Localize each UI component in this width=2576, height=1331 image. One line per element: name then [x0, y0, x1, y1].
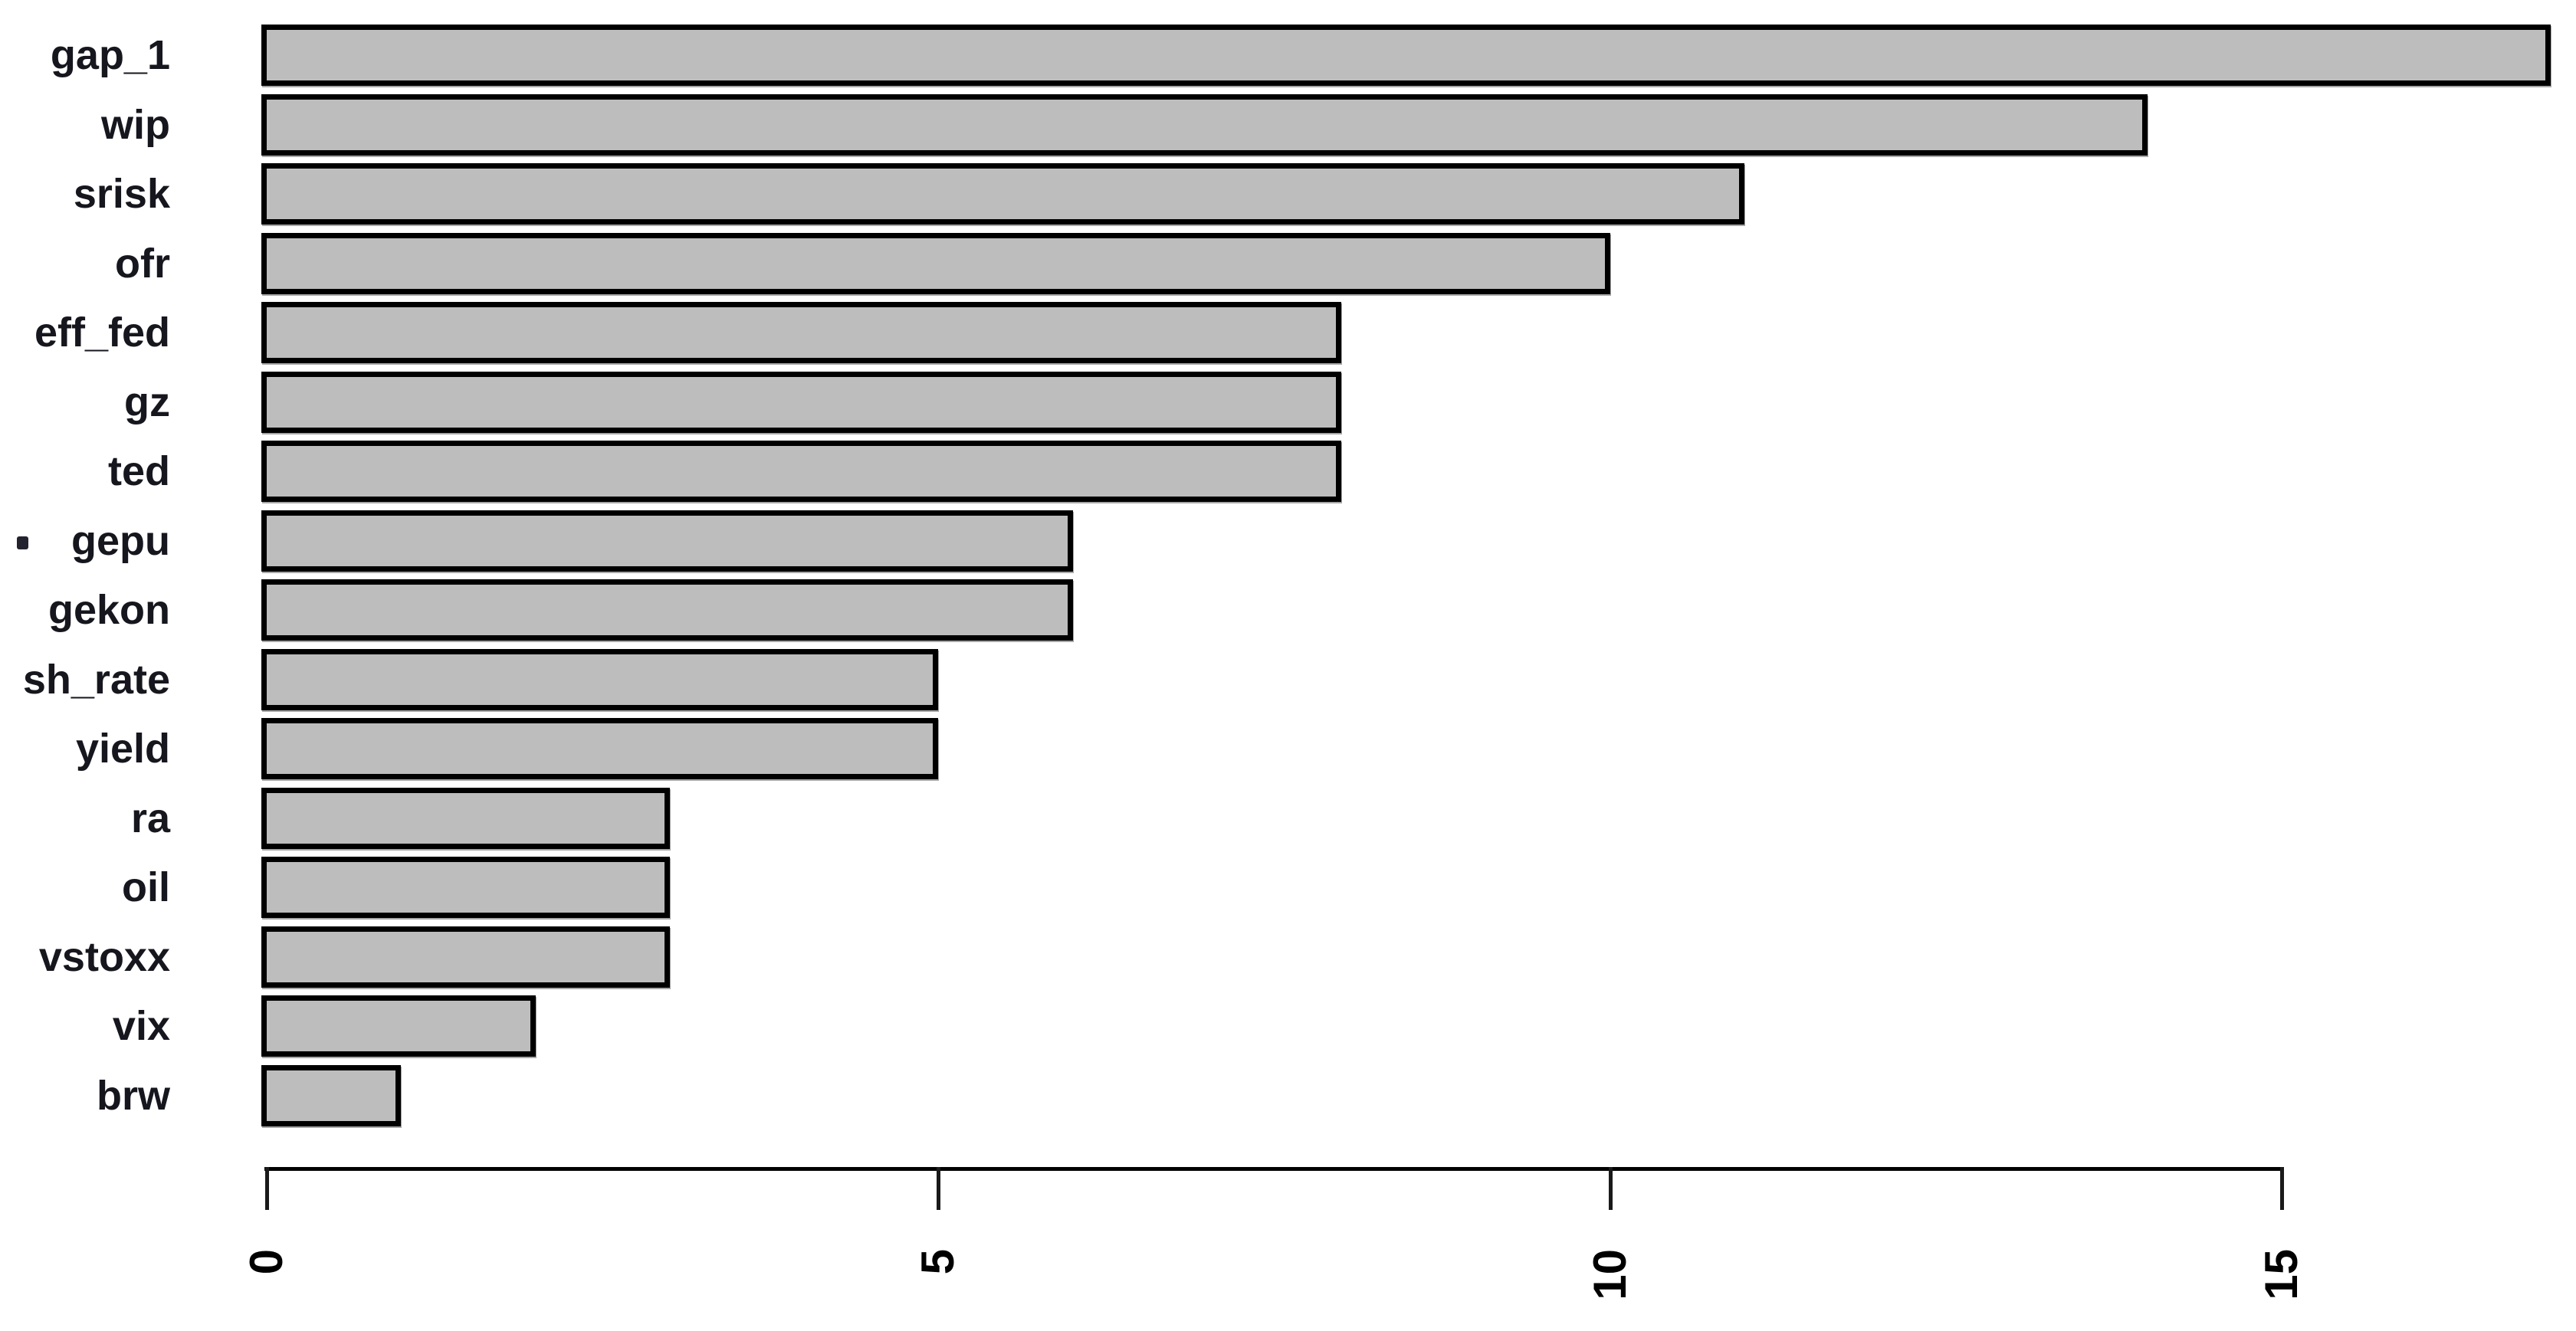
bar [261, 1064, 401, 1126]
category-label: oil [122, 864, 170, 910]
bar [261, 787, 670, 849]
x-tick-mark [937, 1167, 941, 1210]
x-tick-label: 15 [2256, 1249, 2308, 1300]
category-label: gz [124, 379, 170, 425]
bar [261, 163, 1744, 225]
x-tick-mark [265, 1167, 269, 1210]
x-axis-line [264, 1167, 2285, 1171]
category-label: ted [108, 448, 170, 494]
category-label: brw [96, 1072, 170, 1119]
bar [261, 25, 2551, 86]
category-label: vix [112, 1003, 170, 1049]
category-label: ofr [115, 240, 170, 287]
category-label: wip [101, 101, 170, 148]
category-label: gepu [71, 517, 170, 564]
bar [261, 441, 1341, 502]
category-label: vstoxx [38, 933, 170, 980]
bar [261, 579, 1073, 641]
category-label: yield [75, 726, 170, 772]
category-label: gekon [48, 587, 170, 633]
category-label: eff_fed [34, 310, 170, 356]
category-label: sh_rate [22, 656, 170, 703]
bar [261, 302, 1341, 363]
bar [261, 857, 670, 918]
bar [261, 371, 1341, 433]
bar [261, 648, 938, 710]
category-label: srisk [73, 171, 170, 217]
x-tick-label: 5 [912, 1249, 964, 1275]
category-label: ra [130, 795, 170, 841]
x-tick-label: 10 [1583, 1249, 1636, 1300]
bar [261, 995, 536, 1057]
bar [261, 718, 938, 779]
x-tick-mark [1608, 1167, 1613, 1210]
category-label: gap_1 [50, 32, 170, 78]
bar [261, 232, 1610, 294]
stray-dot-mark [17, 536, 28, 549]
bar [261, 93, 2148, 156]
bar [261, 510, 1073, 572]
x-tick-mark [2280, 1167, 2285, 1210]
x-tick-label: 0 [241, 1249, 292, 1275]
bar [261, 926, 670, 988]
